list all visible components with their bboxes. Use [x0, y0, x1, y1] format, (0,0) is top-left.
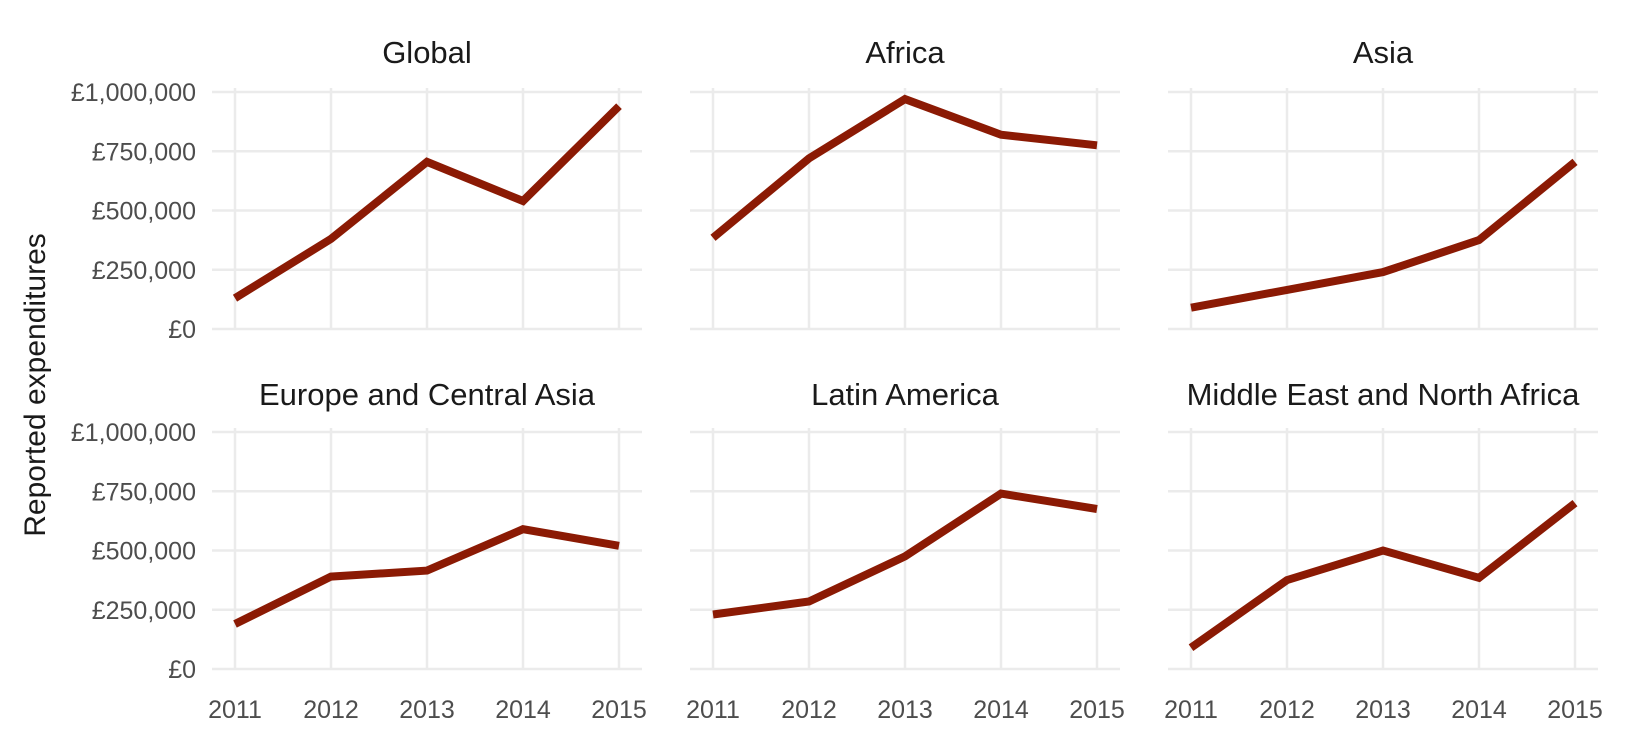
- x-tick-label: 2011: [686, 696, 740, 724]
- y-tick-label: £250,000: [92, 597, 196, 625]
- x-tick-label: 2012: [303, 696, 359, 724]
- y-tick-label: £500,000: [92, 198, 196, 226]
- series-line: [233, 525, 620, 628]
- x-tick-label: 2013: [877, 696, 933, 724]
- x-tick-label: 2013: [399, 696, 455, 724]
- x-tick-label: 2015: [1547, 696, 1603, 724]
- x-tick-label: 2012: [1259, 696, 1315, 724]
- x-tick-label: 2015: [591, 696, 647, 724]
- series-line: [1190, 158, 1578, 312]
- panel-5: Middle East and North Africa 2011 2012 2013…: [1164, 377, 1603, 724]
- panel-0: Global £0 £250,000 £500,000 £750,000 £1,000,0…: [71, 35, 642, 344]
- panel-4: Latin America 2011 2012 2013 2014 2015: [686, 377, 1125, 724]
- series-line: [710, 94, 1098, 241]
- panel-2: Asia: [1168, 35, 1598, 331]
- panel-title: Europe and Central Asia: [259, 377, 596, 412]
- y-tick-label: £1,000,000: [71, 79, 196, 107]
- y-tick-label: £0: [168, 656, 196, 684]
- y-tick-label: £500,000: [92, 538, 196, 566]
- series-line: [1188, 499, 1578, 651]
- y-tick-label: £1,000,000: [71, 419, 196, 447]
- x-tick-label: 2014: [495, 696, 551, 724]
- y-axis-title: Reported expenditures: [19, 233, 52, 537]
- panel-title: Middle East and North Africa: [1187, 377, 1581, 412]
- panel-title: Africa: [865, 35, 945, 70]
- panel-3: Europe and Central Asia £0 £250,000 £500,00…: [71, 377, 647, 724]
- panel-title: Global: [382, 35, 472, 70]
- y-tick-label: £750,000: [92, 138, 196, 166]
- x-tick-label: 2011: [208, 696, 262, 724]
- series-line: [712, 489, 1098, 619]
- y-tick-label: £750,000: [92, 478, 196, 506]
- panel-1: Africa: [690, 35, 1120, 331]
- x-tick-label: 2014: [973, 696, 1029, 724]
- x-tick-label: 2012: [781, 696, 837, 724]
- y-tick-label: £250,000: [92, 257, 196, 285]
- chart-panels: Global £0 £250,000 £500,000 £750,000 £1,000,0…: [71, 35, 1603, 724]
- x-tick-label: 2011: [1164, 696, 1218, 724]
- x-tick-label: 2014: [1451, 696, 1507, 724]
- x-tick-label: 2015: [1069, 696, 1125, 724]
- panel-title: Asia: [1353, 35, 1414, 70]
- panel-title: Latin America: [811, 377, 1000, 412]
- series-line: [232, 103, 622, 302]
- x-tick-label: 2013: [1355, 696, 1411, 724]
- y-tick-label: £0: [168, 316, 196, 344]
